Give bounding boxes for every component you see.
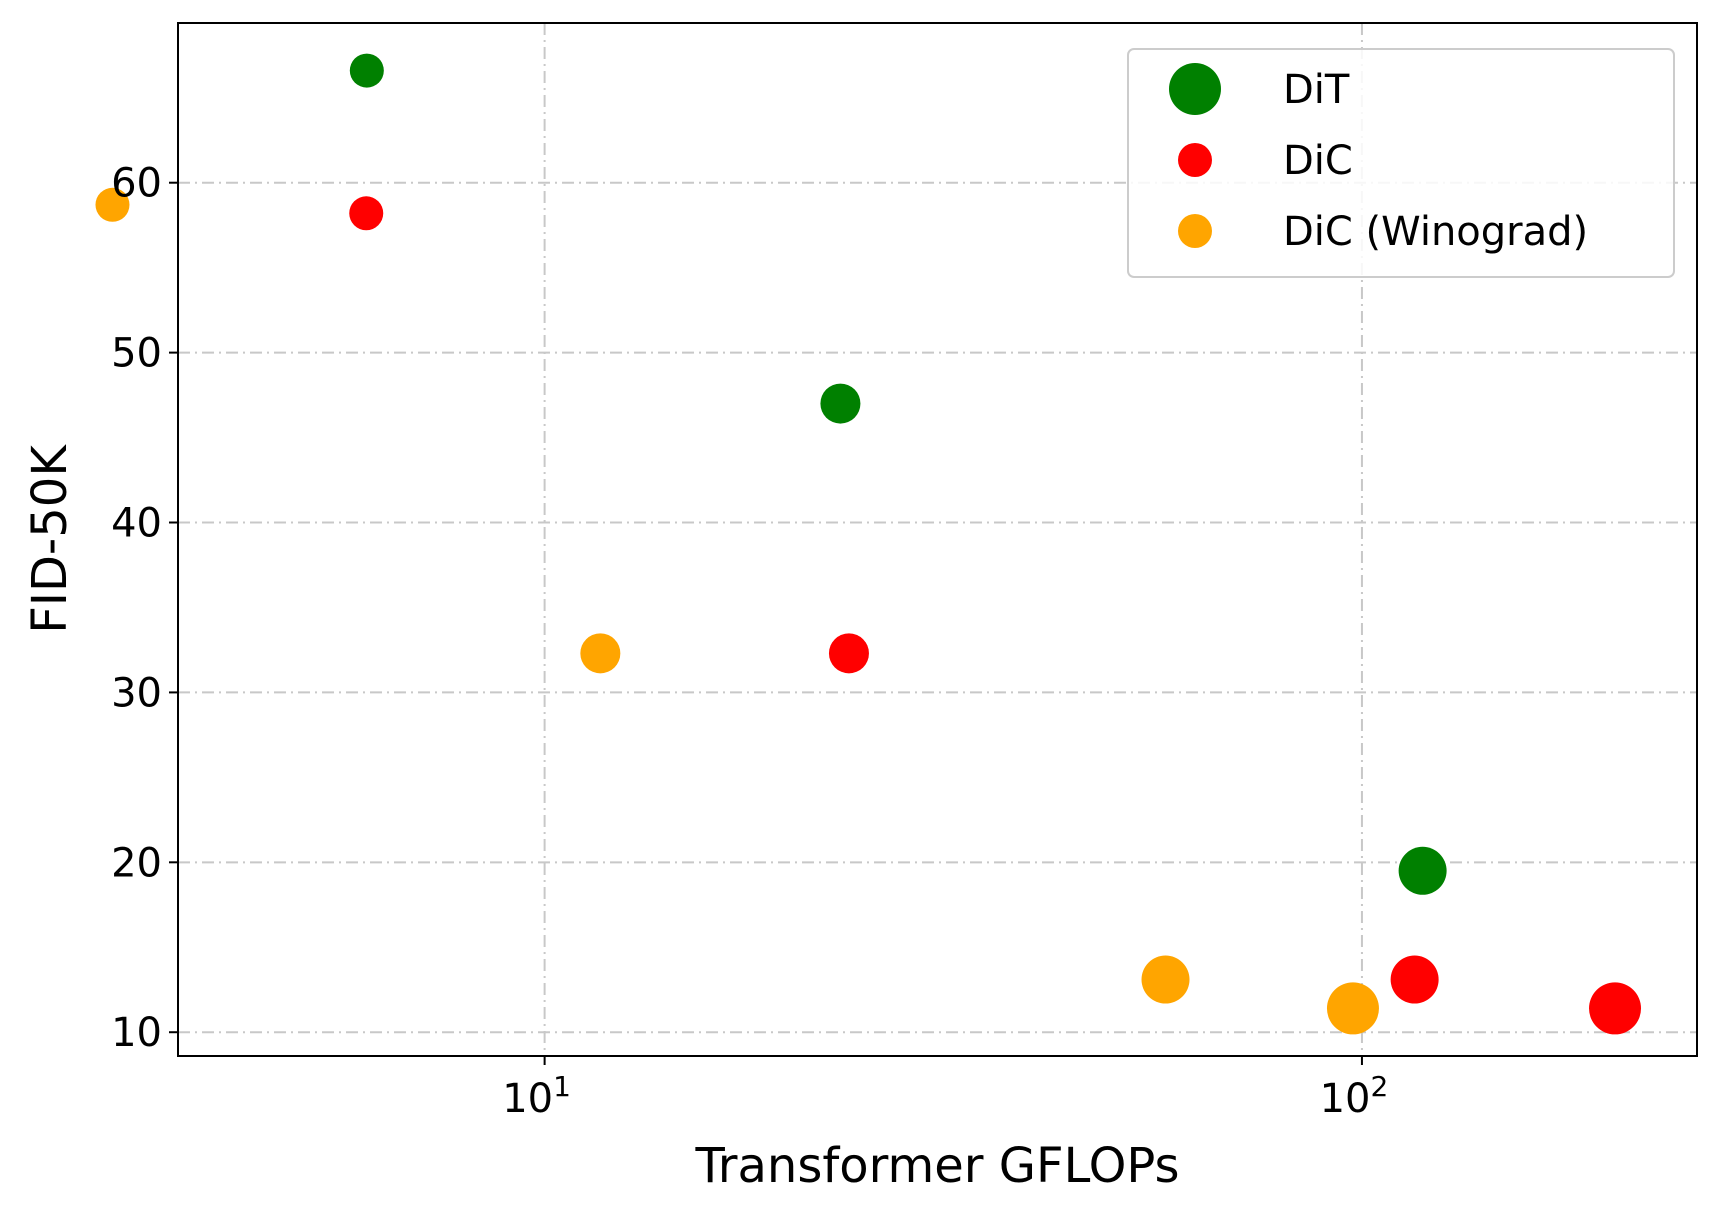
legend-label: DiC (Winograd)	[1283, 209, 1588, 255]
point-dic-winograd-2	[580, 633, 621, 674]
point-dit-3	[1398, 846, 1447, 895]
y-tick-label: 30	[111, 670, 162, 716]
y-tick-label: 40	[111, 501, 162, 547]
legend-label: DiT	[1283, 67, 1350, 113]
point-dit-2	[820, 383, 861, 424]
legend-marker	[1169, 63, 1221, 115]
plot-frame	[177, 22, 1698, 1057]
y-tick-label: 10	[111, 1010, 162, 1056]
point-dic-winograd-4	[1326, 982, 1379, 1035]
legend-box	[1127, 48, 1675, 278]
point-dic-winograd-3	[1141, 955, 1190, 1004]
x-tick-label: 101	[502, 1070, 571, 1122]
point-dic-4	[1589, 982, 1642, 1035]
y-tick-label: 60	[111, 161, 162, 207]
point-dic-winograd-1	[95, 187, 130, 222]
legend-marker	[1178, 143, 1212, 177]
x-tick-label: 102	[1320, 1070, 1389, 1122]
point-dic-1	[349, 196, 384, 231]
data-points	[95, 53, 1642, 1035]
legend-marker	[1178, 214, 1212, 248]
legend-label: DiC	[1283, 138, 1353, 184]
legend: DiT DiC DiC (Winograd)	[1127, 48, 1675, 278]
x-axis-label: Transformer GFLOPs	[694, 1138, 1179, 1194]
point-dic-3	[1390, 955, 1439, 1004]
y-tick-label: 20	[111, 840, 162, 886]
point-dit-1	[349, 53, 384, 88]
y-axis-label: FID-50K	[22, 444, 78, 634]
point-dic-2	[828, 633, 869, 674]
axis-ticks: 10 20 30 40 50 60 101 102	[111, 161, 1388, 1122]
y-tick-label: 50	[111, 331, 162, 377]
